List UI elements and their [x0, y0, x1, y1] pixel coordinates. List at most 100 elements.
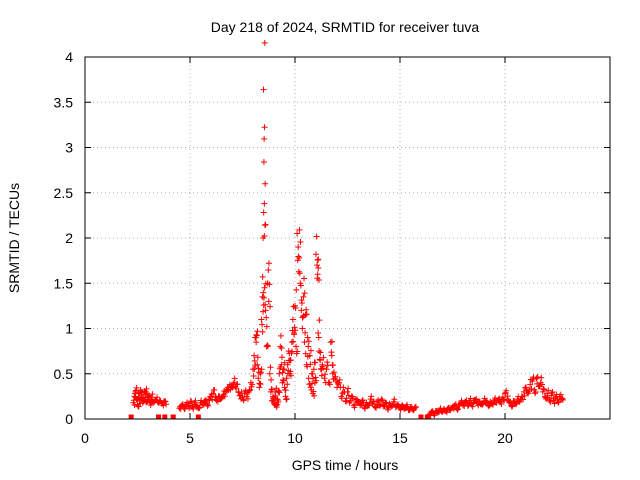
data-point [528, 385, 535, 392]
data-point [143, 385, 150, 392]
data-point [186, 405, 193, 412]
y-tick-label: 2.5 [54, 185, 74, 201]
data-point [331, 375, 338, 382]
data-point [532, 390, 539, 397]
zero-point [424, 414, 430, 420]
data-point [192, 397, 199, 404]
data-point [503, 387, 510, 394]
data-point [219, 394, 226, 401]
data-point [264, 342, 271, 349]
data-point [244, 395, 251, 402]
data-point [290, 338, 297, 345]
data-point [345, 385, 352, 392]
data-point [295, 268, 302, 275]
y-tick-label: 2 [65, 230, 73, 246]
data-point [331, 369, 338, 376]
data-point [313, 251, 319, 258]
y-axis-label: SRMTID / TECUs [6, 183, 22, 293]
data-point [273, 385, 280, 392]
data-point [340, 384, 347, 391]
data-point [316, 348, 323, 355]
data-point [397, 406, 404, 413]
data-point [289, 348, 296, 355]
data-point [390, 398, 397, 405]
data-point [135, 390, 142, 397]
data-point [315, 264, 322, 271]
data-point [211, 386, 218, 393]
data-point [278, 361, 285, 368]
data-point [160, 402, 167, 409]
data-point [190, 405, 197, 412]
data-point [473, 396, 480, 403]
data-point [149, 391, 156, 398]
data-point [534, 374, 541, 381]
data-point [261, 39, 268, 46]
data-point [312, 359, 319, 366]
data-point [283, 395, 290, 402]
data-point [263, 314, 270, 321]
data-point [508, 403, 515, 410]
data-point [147, 402, 154, 409]
zero-point [170, 414, 176, 420]
data-point [373, 404, 380, 411]
data-point [283, 375, 290, 382]
data-point [378, 396, 385, 403]
data-point [307, 347, 314, 354]
data-point [303, 311, 310, 318]
data-point [263, 343, 270, 350]
data-point [188, 398, 195, 405]
data-point [257, 381, 264, 388]
data-point [233, 385, 240, 392]
data-point [322, 371, 329, 378]
data-point [267, 364, 274, 371]
data-point [133, 384, 140, 391]
data-point [361, 405, 368, 412]
data-point [253, 339, 260, 346]
data-point [281, 366, 288, 373]
zero-point [128, 414, 134, 420]
data-point [261, 233, 268, 240]
data-point [284, 381, 291, 388]
data-point [260, 308, 267, 315]
data-point [546, 396, 553, 403]
data-point [268, 376, 275, 383]
data-point [319, 361, 326, 368]
data-point [313, 377, 320, 384]
data-point [557, 391, 564, 398]
data-point [261, 135, 268, 142]
data-point [551, 400, 558, 407]
data-point [251, 352, 258, 359]
data-point [254, 354, 261, 361]
data-point [277, 332, 284, 339]
data-point [540, 385, 547, 392]
data-point [256, 384, 263, 391]
data-point [368, 393, 375, 400]
data-point [291, 324, 298, 331]
data-point [290, 330, 297, 337]
x-tick-label: 15 [392, 430, 408, 446]
data-point [479, 401, 486, 408]
data-point [336, 376, 343, 383]
data-point [259, 321, 266, 328]
y-tick-label: 0 [65, 411, 73, 427]
data-point [303, 306, 310, 313]
data-point [382, 399, 389, 406]
data-point [545, 387, 552, 394]
data-point [504, 393, 511, 400]
data-point [351, 404, 358, 411]
data-point [264, 343, 271, 350]
data-point [251, 357, 258, 364]
data-point [298, 307, 305, 314]
data-point [213, 397, 220, 404]
data-point [279, 369, 286, 376]
x-tick-label: 0 [81, 430, 89, 446]
data-point [467, 395, 474, 402]
y-tick-label: 1.5 [54, 275, 74, 291]
y-tick-label: 4 [65, 49, 73, 65]
data-point [275, 398, 282, 405]
data-point [296, 270, 303, 277]
data-point [377, 402, 384, 409]
data-point [302, 350, 309, 357]
x-tick-label: 10 [287, 430, 303, 446]
data-point [234, 381, 241, 388]
